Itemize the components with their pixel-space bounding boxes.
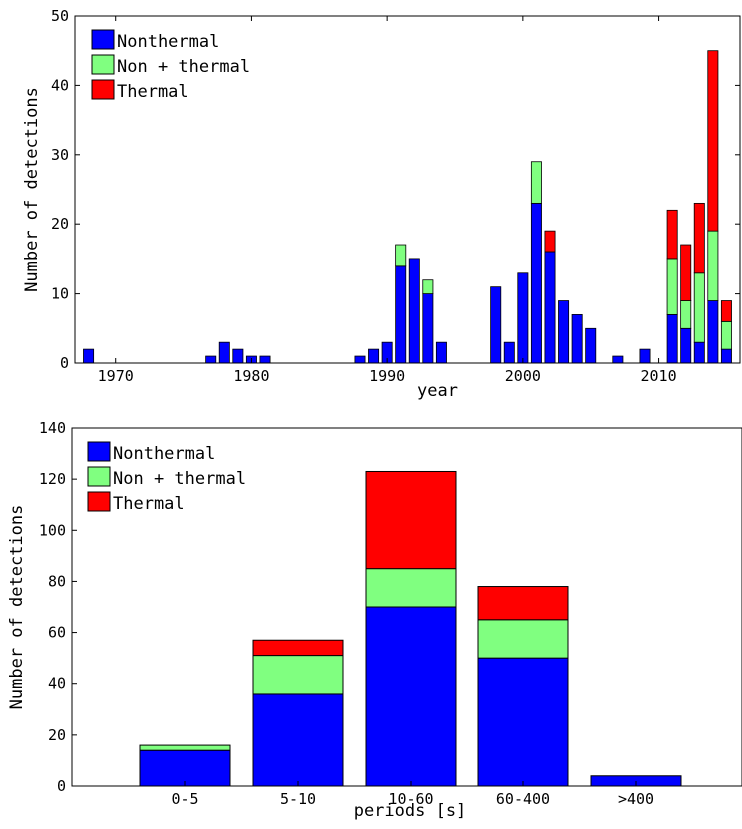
bar-segment bbox=[259, 355, 271, 364]
bar-segment bbox=[707, 50, 719, 232]
x-tick-label: >400 bbox=[618, 790, 654, 808]
x-tick-label: 1980 bbox=[233, 367, 269, 385]
legend-label: Non + thermal bbox=[113, 469, 246, 489]
bar-segment bbox=[530, 161, 542, 204]
legend-swatch-thermal bbox=[87, 491, 111, 512]
y-tick-label: 20 bbox=[48, 726, 66, 744]
x-tick-label: 0-5 bbox=[171, 790, 198, 808]
plot-frame bbox=[71, 427, 742, 787]
bar-segment bbox=[544, 230, 556, 253]
bar-segment bbox=[666, 258, 678, 315]
x-tick-label: 2010 bbox=[641, 367, 677, 385]
y-tick-label: 80 bbox=[48, 572, 66, 590]
bar-segment bbox=[252, 639, 344, 657]
bar-segment bbox=[408, 258, 420, 364]
y-tick-label: 120 bbox=[39, 470, 66, 488]
bar-segment bbox=[365, 606, 457, 787]
legend-swatch-non-plus-thermal bbox=[91, 54, 115, 75]
bar-segment bbox=[205, 355, 217, 364]
plot-frame bbox=[74, 15, 741, 364]
bar-segment bbox=[693, 272, 705, 343]
y-tick-label: 40 bbox=[51, 76, 69, 94]
x-axis-label: periods [s] bbox=[354, 801, 467, 821]
bar-segment bbox=[503, 341, 515, 364]
y-tick-label: 30 bbox=[51, 146, 69, 164]
y-tick-label: 40 bbox=[48, 675, 66, 693]
x-tick-label: 2000 bbox=[505, 367, 541, 385]
bar-segment bbox=[612, 355, 624, 364]
y-tick-label: 50 bbox=[51, 7, 69, 25]
bar-segment bbox=[252, 693, 344, 787]
bar-segment bbox=[707, 230, 719, 301]
y-tick-label: 0 bbox=[57, 777, 66, 795]
bar-segment bbox=[666, 209, 678, 260]
bar-segment bbox=[139, 744, 231, 751]
bar-segment bbox=[477, 586, 569, 621]
bar-segment bbox=[490, 286, 502, 364]
bar-segment bbox=[218, 341, 230, 364]
bar-segment bbox=[544, 251, 556, 364]
y-tick-label: 20 bbox=[51, 215, 69, 233]
y-axis-label: Number of detections bbox=[7, 505, 27, 710]
x-axis-label: year bbox=[417, 381, 458, 401]
y-tick-label: 60 bbox=[48, 624, 66, 642]
bar-segment bbox=[680, 244, 692, 301]
bar-segment bbox=[435, 341, 447, 364]
bar-segment bbox=[422, 279, 434, 295]
bar-segment bbox=[680, 300, 692, 329]
bar-segment bbox=[368, 348, 380, 364]
y-tick-label: 140 bbox=[39, 419, 66, 437]
bar-segment bbox=[477, 657, 569, 787]
bar-segment bbox=[571, 314, 583, 364]
bar-segment bbox=[395, 265, 407, 364]
bar-segment bbox=[693, 202, 705, 274]
legend-swatch-nonthermal bbox=[91, 29, 115, 50]
legend-label: Thermal bbox=[117, 82, 189, 102]
x-tick-label: 5-10 bbox=[280, 790, 316, 808]
bar-segment bbox=[720, 300, 732, 322]
chart-detections-by-year: 0 10 20 30 40 50 1970 1980 1990 2000 2010 year Numbe… bbox=[22, 7, 741, 401]
bar-segment bbox=[252, 655, 344, 695]
bar-segment bbox=[395, 244, 407, 267]
bar-segment bbox=[365, 568, 457, 608]
bar-segment bbox=[139, 749, 231, 787]
y-axis-label: Number of detections bbox=[22, 87, 42, 292]
y-tick-label: 10 bbox=[51, 285, 69, 303]
bar-segment bbox=[83, 348, 95, 364]
x-tick-label: 1990 bbox=[369, 367, 405, 385]
bar-segment bbox=[693, 341, 705, 364]
x-tick-label: 10-60 bbox=[388, 790, 433, 808]
x-tick-label: 60-400 bbox=[496, 790, 550, 808]
x-tick-label: 1970 bbox=[98, 367, 134, 385]
bar-segment bbox=[639, 348, 651, 364]
legend-label: Nonthermal bbox=[113, 444, 215, 464]
chart-detections-by-period: 0-5 5-10 10-60 60-400 >400 0 20 40 60 80 100 120 140… bbox=[7, 419, 742, 821]
y-tick-label: 100 bbox=[39, 521, 66, 539]
legend-label: Nonthermal bbox=[117, 32, 219, 52]
bar-segment bbox=[232, 348, 244, 364]
bar-segment bbox=[720, 348, 732, 364]
bar-segment bbox=[707, 300, 719, 364]
legend-label: Thermal bbox=[113, 494, 185, 514]
bar-segment bbox=[666, 314, 678, 364]
bar-segment bbox=[365, 470, 457, 570]
bar-segment bbox=[558, 300, 570, 364]
y-tick-label: 0 bbox=[60, 354, 69, 372]
bar-segment bbox=[680, 327, 692, 364]
legend-swatch-nonthermal bbox=[87, 441, 111, 462]
legend-swatch-thermal bbox=[91, 79, 115, 100]
bar-segment bbox=[720, 320, 732, 350]
bar-segment bbox=[477, 619, 569, 659]
bar-segment bbox=[585, 327, 597, 364]
bar-segment bbox=[517, 272, 529, 364]
bar-segment bbox=[422, 293, 434, 364]
bar-segment bbox=[354, 355, 366, 364]
legend-label: Non + thermal bbox=[117, 57, 250, 77]
bar-segment bbox=[530, 202, 542, 364]
legend-swatch-non-plus-thermal bbox=[87, 466, 111, 487]
